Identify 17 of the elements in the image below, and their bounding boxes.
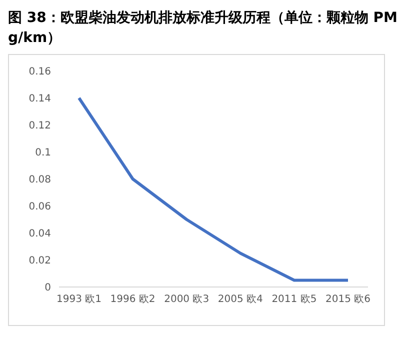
- y-tick-label: 0.14: [28, 94, 51, 105]
- y-tick-label: 0.02: [28, 256, 51, 267]
- x-tick-label: 2015 欧6: [326, 294, 370, 306]
- line-series: [78, 96, 350, 282]
- y-tick-label: 0.06: [28, 202, 51, 213]
- x-tick-label: 1996 欧2: [110, 294, 156, 306]
- x-tick-label: 1993 欧1: [56, 294, 102, 306]
- y-tick-label: 0.16: [28, 66, 51, 78]
- y-tick-label: 0.08: [28, 174, 51, 186]
- x-tick-label: 2005 欧4: [218, 294, 263, 306]
- y-tick-label: 0.04: [28, 228, 51, 240]
- x-tick-label: 2000 欧3: [164, 294, 210, 306]
- x-tick-label: 2011 欧5: [272, 294, 317, 306]
- chart-title: 图 38：欧盟柴油发动机排放标准升级历程（单位：颗粒物 PM g/km）: [8, 9, 398, 48]
- y-tick-label: 0.12: [28, 120, 51, 132]
- y-tick-label: 0.1: [35, 148, 51, 159]
- y-tick-label: 0: [44, 282, 51, 294]
